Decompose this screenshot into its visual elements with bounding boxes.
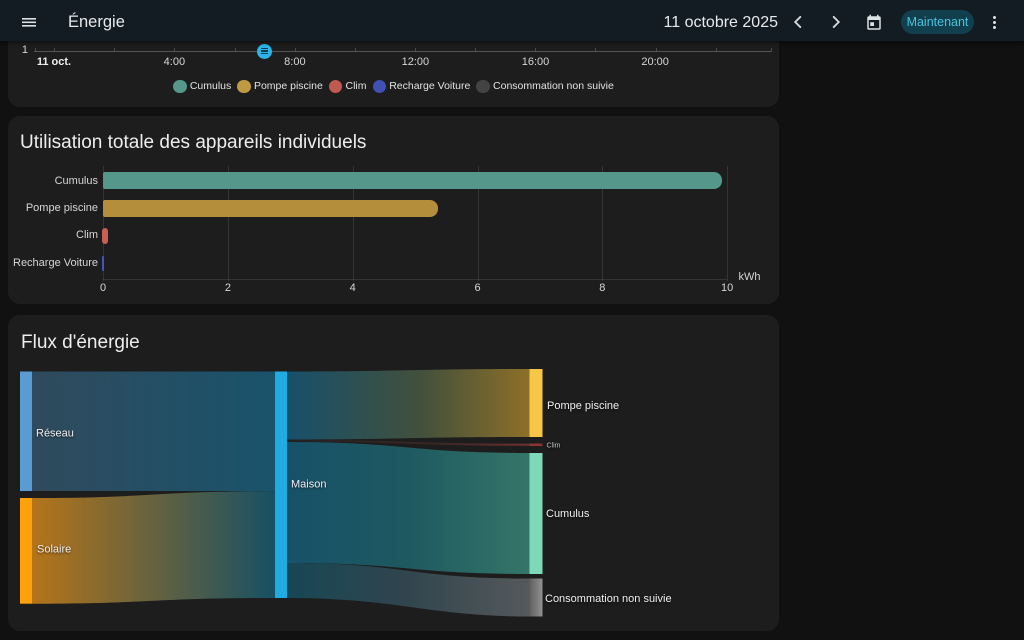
svg-text:Maison: Maison xyxy=(291,479,326,491)
svg-text:Pompe piscine: Pompe piscine xyxy=(547,400,619,412)
svg-text:Clim: Clim xyxy=(547,443,561,450)
svg-text:Cumulus: Cumulus xyxy=(546,508,590,520)
svg-text:Consommation non suivie: Consommation non suivie xyxy=(545,593,672,605)
svg-text:Solaire: Solaire xyxy=(37,544,71,556)
svg-text:Réseau: Réseau xyxy=(36,428,74,440)
